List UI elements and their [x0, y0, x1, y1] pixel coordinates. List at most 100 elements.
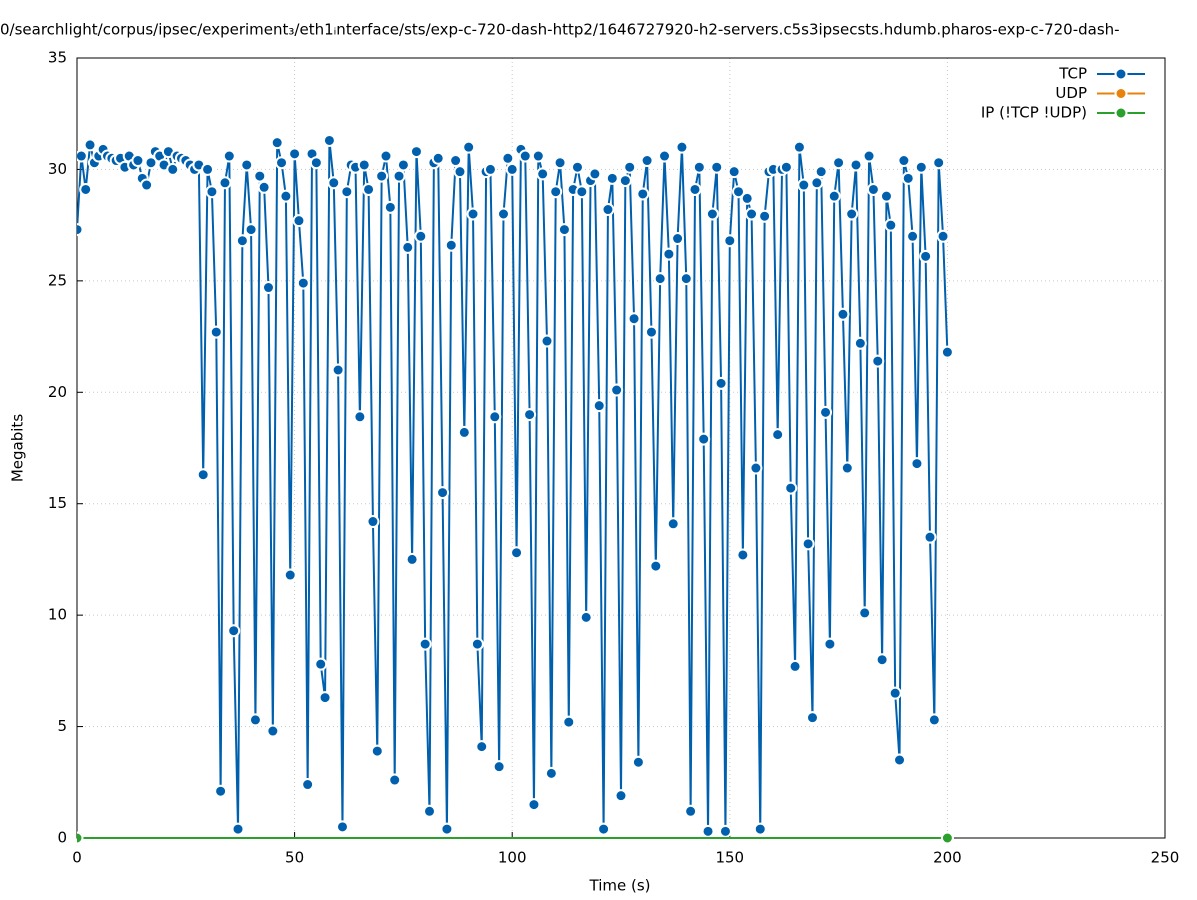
data-point — [527, 798, 541, 812]
data-point — [275, 156, 289, 170]
data-point — [466, 207, 480, 221]
data-point — [414, 229, 428, 243]
data-point — [79, 182, 93, 196]
data-point — [570, 160, 584, 174]
data-point — [436, 486, 450, 500]
data-point — [636, 187, 650, 201]
data-point — [77, 831, 84, 844]
data-point — [932, 156, 946, 170]
data-point — [418, 637, 432, 651]
data-point — [562, 715, 576, 729]
data-point — [453, 165, 467, 179]
data-point — [718, 824, 732, 838]
data-point — [688, 182, 702, 196]
data-point — [222, 149, 236, 163]
data-point — [758, 209, 772, 223]
data-point — [823, 637, 837, 651]
data-point — [653, 272, 667, 286]
data-point — [575, 185, 589, 199]
data-point — [710, 160, 724, 174]
data-point — [888, 686, 902, 700]
y-tick-label: 10 — [48, 606, 67, 624]
data-point — [327, 176, 341, 190]
data-point — [858, 606, 872, 620]
data-point — [640, 154, 654, 168]
data-point — [331, 363, 345, 377]
series — [77, 831, 954, 844]
data-point — [723, 234, 737, 248]
data-point — [732, 185, 746, 199]
x-tick-label: 50 — [285, 849, 304, 867]
data-point — [340, 185, 354, 199]
data-point — [705, 207, 719, 221]
legend-label: UDP — [1055, 84, 1087, 102]
data-point — [788, 659, 802, 673]
data-point — [140, 178, 154, 192]
y-tick-label: 0 — [57, 829, 67, 847]
data-point — [144, 156, 158, 170]
data-point — [322, 133, 336, 147]
data-point — [462, 140, 476, 154]
data-point — [383, 200, 397, 214]
data-point — [423, 804, 437, 818]
data-point — [736, 548, 750, 562]
data-point — [131, 154, 145, 168]
data-point — [605, 171, 619, 185]
data-point — [675, 140, 689, 154]
data-point — [866, 182, 880, 196]
data-point — [309, 156, 323, 170]
data-point — [510, 546, 524, 560]
data-point — [544, 766, 558, 780]
data-point — [444, 238, 458, 252]
data-point — [77, 149, 88, 163]
data-point — [875, 653, 889, 667]
data-point — [679, 272, 693, 286]
data-point — [579, 610, 593, 624]
y-tick-label: 25 — [48, 271, 67, 289]
data-point — [301, 778, 315, 792]
data-point — [523, 408, 537, 422]
data-point — [819, 405, 833, 419]
data-point — [557, 223, 571, 237]
data-point — [897, 154, 911, 168]
data-point — [505, 162, 519, 176]
data-point — [623, 160, 637, 174]
data-point — [335, 820, 349, 834]
data-point — [353, 410, 367, 424]
data-point — [449, 154, 463, 168]
data-point — [196, 468, 210, 482]
data-point — [845, 207, 859, 221]
data-point — [936, 229, 950, 243]
data-point — [658, 149, 672, 163]
y-tick-label: 30 — [48, 160, 67, 178]
data-point — [261, 281, 275, 295]
data-point — [401, 240, 415, 254]
data-point — [248, 713, 262, 727]
data-point — [827, 189, 841, 203]
y-axis-label: Megabits — [9, 414, 27, 482]
data-point — [457, 425, 471, 439]
data-point — [627, 312, 641, 326]
data-point — [836, 307, 850, 321]
data-point — [914, 160, 928, 174]
data-point — [244, 223, 258, 237]
x-tick-label: 200 — [933, 849, 962, 867]
data-point — [270, 136, 284, 150]
data-point — [475, 740, 489, 754]
data-point — [832, 156, 846, 170]
data-point — [431, 151, 445, 165]
data-point — [862, 149, 876, 163]
data-point — [235, 234, 249, 248]
data-point — [279, 189, 293, 203]
data-point — [592, 399, 606, 413]
data-point — [614, 789, 628, 803]
data-point — [392, 169, 406, 183]
legend-label: IP (!TCP !UDP) — [981, 104, 1087, 122]
data-point — [701, 824, 715, 838]
x-axis-label: Time (s) — [589, 877, 651, 895]
data-point — [536, 167, 550, 181]
data-point — [893, 753, 907, 767]
data-point — [292, 214, 306, 228]
data-point — [779, 160, 793, 174]
chart-title: 0/searchlight/corpus/ipsec/experiment₃/e… — [0, 21, 1120, 39]
